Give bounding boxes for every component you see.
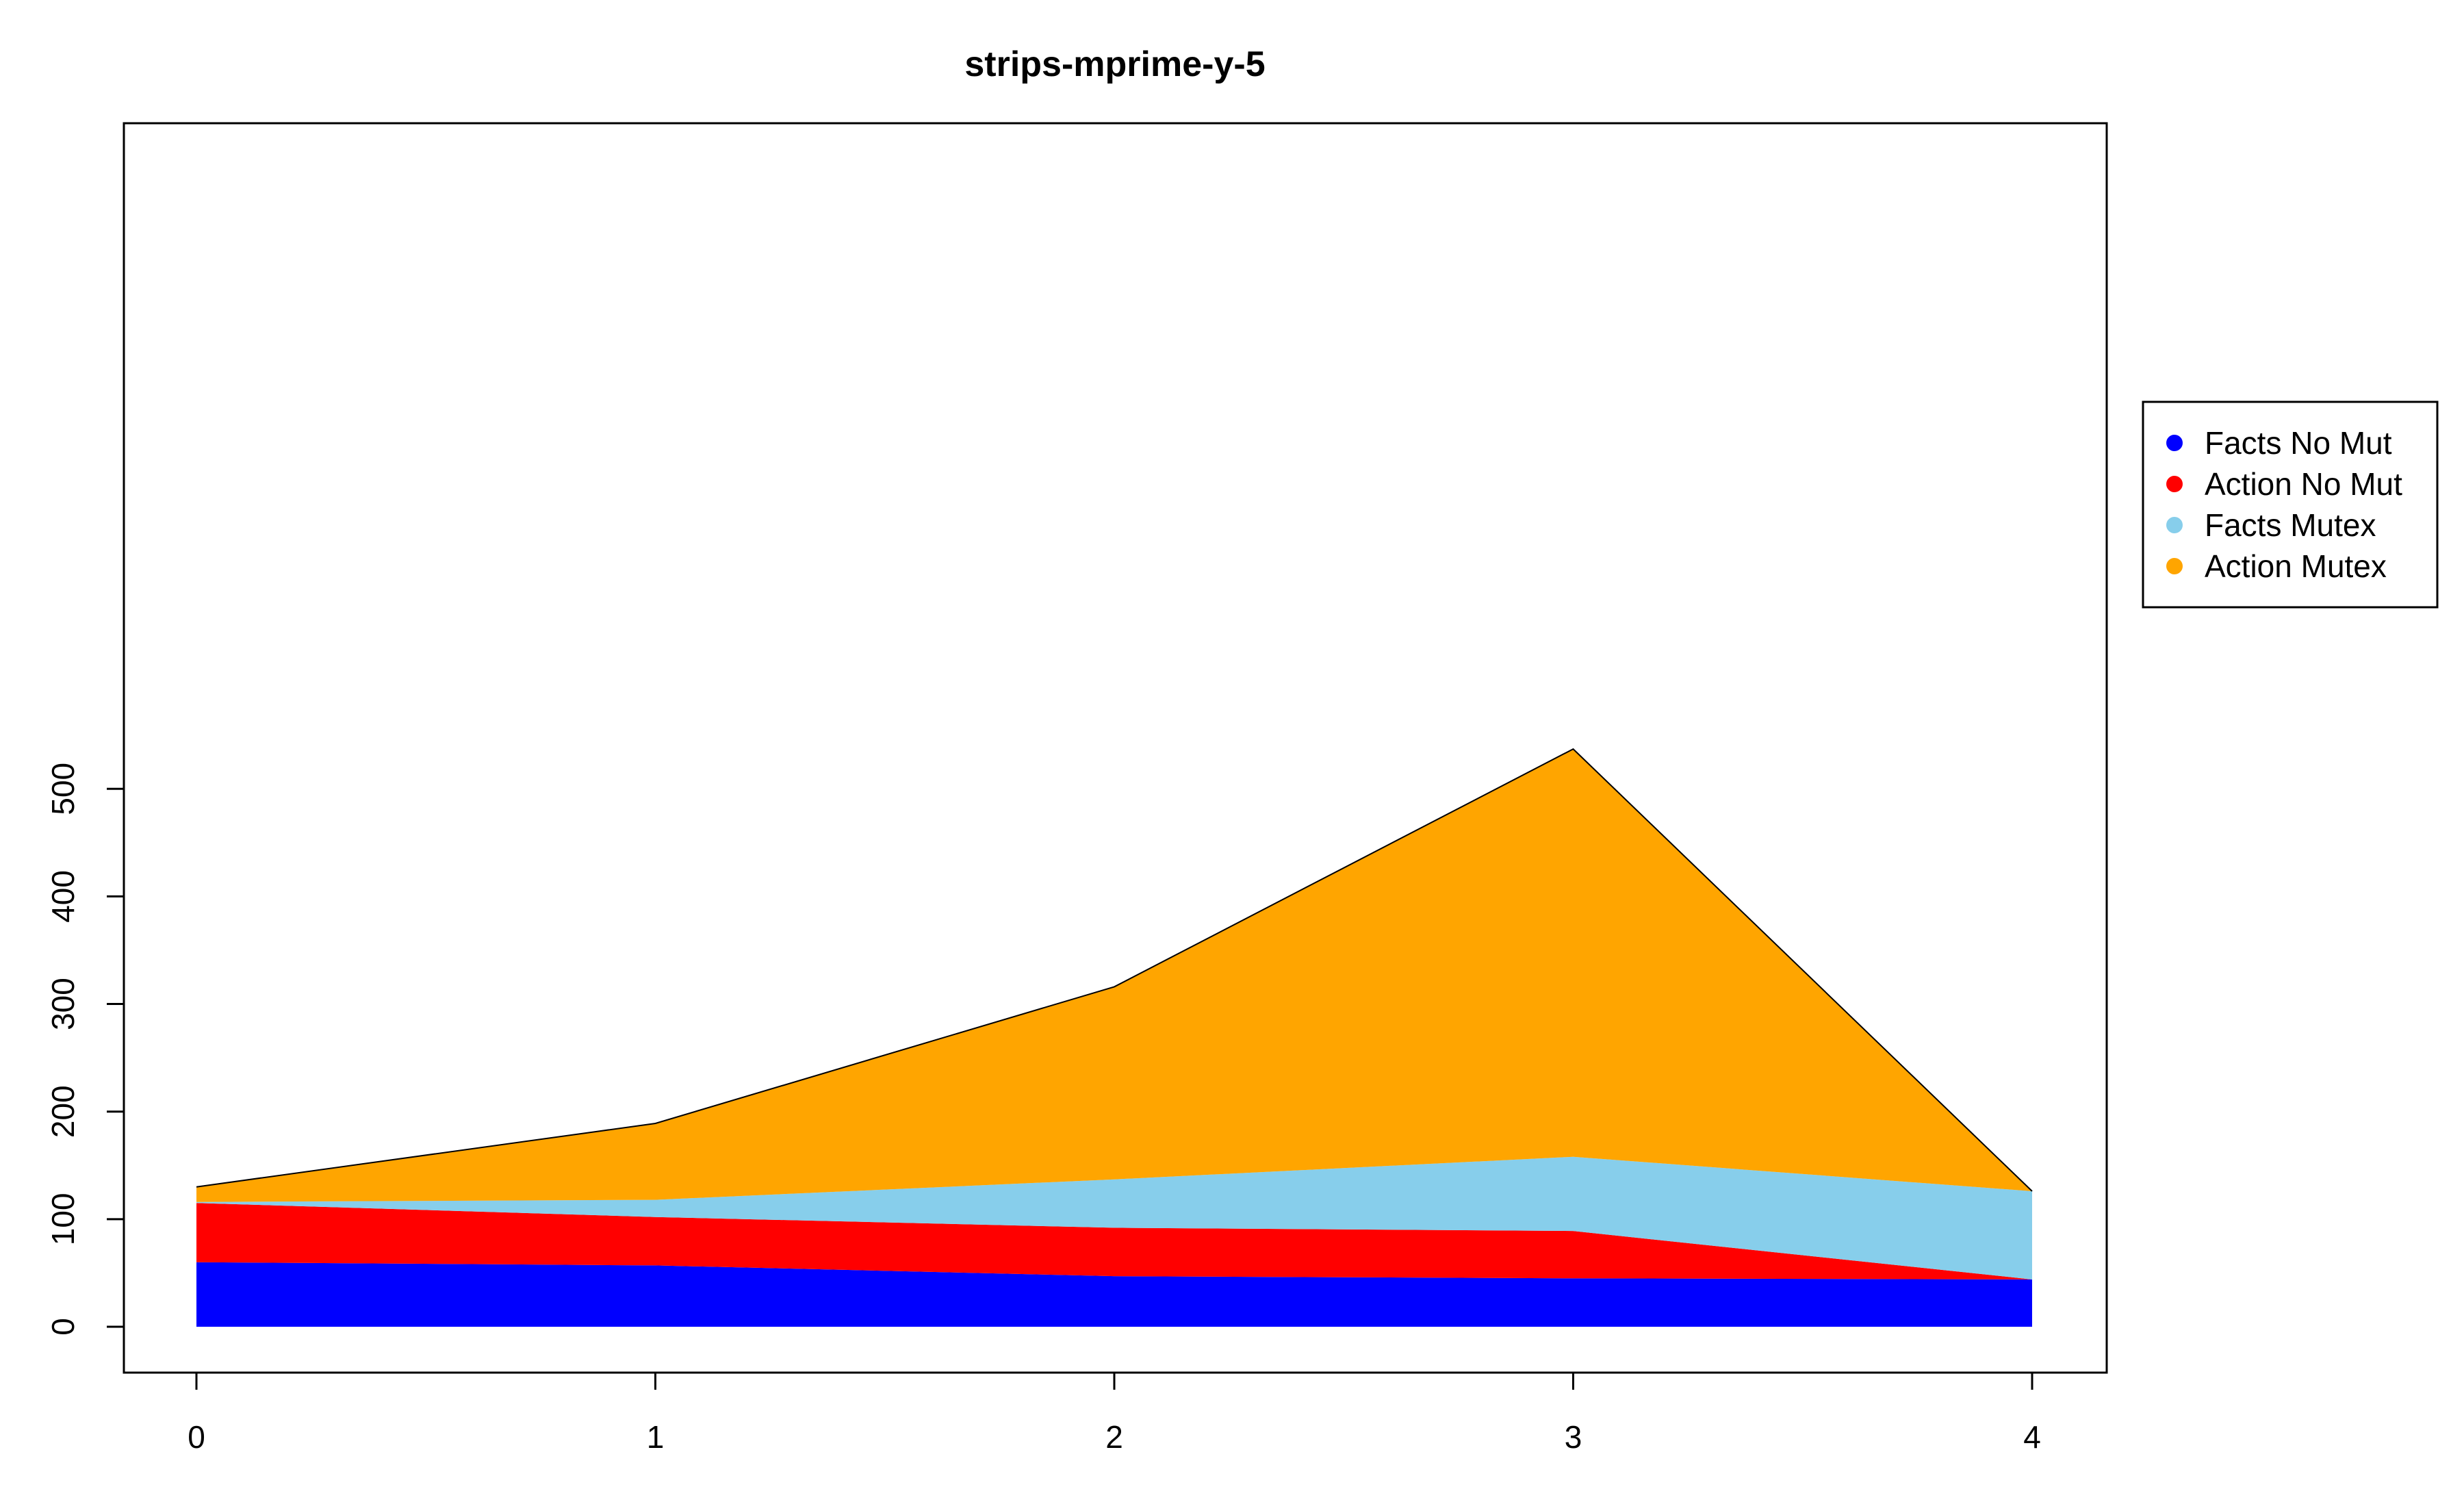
y-tick-label: 500: [45, 763, 81, 815]
area-facts-mutex: [196, 1156, 2032, 1280]
legend-label-action-mutex: Action Mutex: [2205, 548, 2387, 584]
legend-swatch-facts-mutex: [2166, 517, 2183, 533]
x-tick-label: 1: [647, 1419, 665, 1455]
y-tick-label: 0: [45, 1318, 81, 1336]
y-axis: 0 100 200 300 400 500: [45, 763, 125, 1336]
x-tick-label: 2: [1105, 1419, 1123, 1455]
legend-swatch-action-mutex: [2166, 558, 2183, 574]
area-action-mutex: [196, 749, 2032, 1202]
legend-label-facts-mutex: Facts Mutex: [2205, 507, 2376, 543]
x-tick-label: 4: [2023, 1419, 2041, 1455]
x-axis: 0 1 2 3 4: [188, 1371, 2041, 1455]
area-action-no-mut: [196, 1203, 2032, 1280]
legend-label-action-no-mut: Action No Mut: [2205, 466, 2402, 502]
legend-label-facts-no-mut: Facts No Mut: [2205, 425, 2392, 461]
legend: Facts No Mut Action No Mut Facts Mutex Acti…: [2142, 400, 2439, 609]
y-tick-label: 100: [45, 1193, 81, 1245]
stacked-areas: [196, 748, 2033, 1327]
x-tick-label: 0: [188, 1419, 205, 1455]
legend-swatch-action-no-mut: [2166, 476, 2183, 492]
top-outline: [196, 748, 2033, 1192]
legend-box: [2142, 400, 2439, 609]
y-tick-label: 200: [45, 1085, 81, 1138]
chart-title: strips-mprime-y-5: [964, 44, 1265, 84]
y-tick-label: 300: [45, 978, 81, 1030]
legend-swatch-facts-no-mut: [2166, 435, 2183, 451]
x-tick-label: 3: [1565, 1419, 1582, 1455]
y-tick-label: 400: [45, 870, 81, 923]
